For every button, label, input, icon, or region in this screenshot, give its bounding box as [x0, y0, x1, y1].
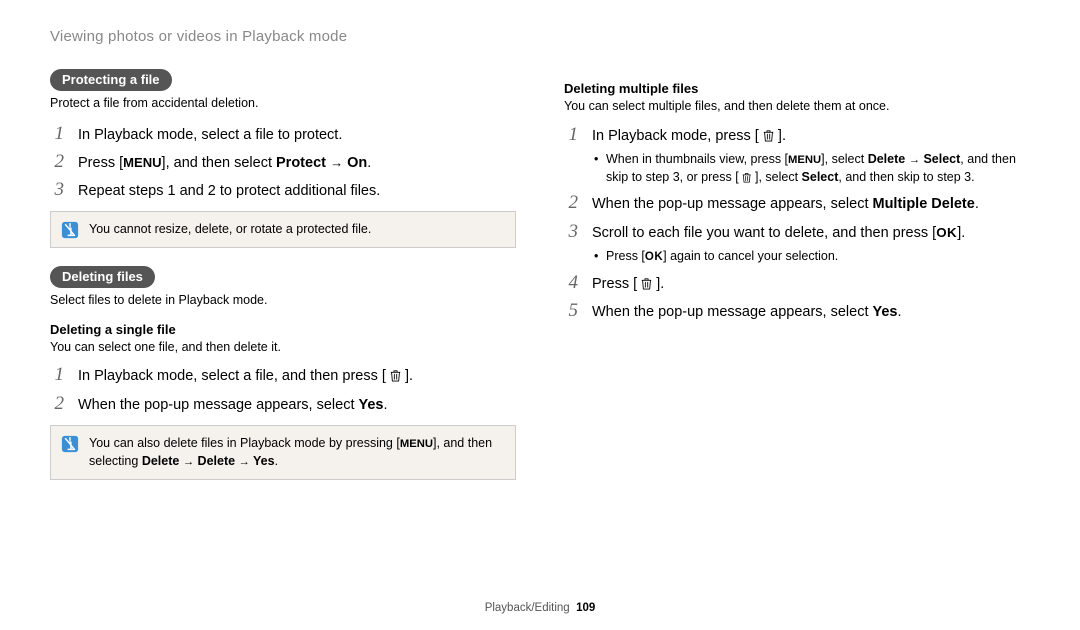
multiple-delete-steps-step: 5 When the pop-up message appears, selec… [564, 300, 1030, 322]
trash-icon [641, 277, 652, 290]
footer-page-number: 109 [576, 602, 595, 614]
step-body: Press [MENU], and then select Protect → … [78, 153, 516, 173]
note-text: You cannot resize, delete, or rotate a p… [89, 220, 505, 238]
step-number: 1 [50, 364, 64, 386]
menu-label-icon: MENU [788, 154, 821, 166]
step-body: When the pop-up message appears, select … [592, 302, 1030, 322]
multiple-delete-steps: 1 In Playback mode, press [ ].When in th… [564, 124, 1030, 323]
ok-label-icon: OK [645, 251, 663, 263]
sub-bullet: Press [OK] again to cancel your selectio… [592, 247, 1030, 266]
deleting-multiple-heading: Deleting multiple files [564, 81, 1030, 96]
step-number: 2 [50, 393, 64, 415]
single-delete-steps-step: 2 When the pop-up message appears, selec… [50, 393, 516, 415]
multiple-delete-steps-step: 2 When the pop-up message appears, selec… [564, 192, 1030, 214]
right-column: Deleting multiple files You can select mu… [564, 69, 1030, 498]
step-sub-bullets: Press [OK] again to cancel your selectio… [592, 247, 1030, 266]
step-number: 2 [50, 151, 64, 173]
note-text: You can also delete files in Playback mo… [89, 434, 505, 471]
protect-steps-step: 1 In Playback mode, select a file to pro… [50, 123, 516, 145]
footer-section: Playback/Editing [485, 602, 570, 614]
protecting-intro: Protect a file from accidental deletion. [50, 95, 516, 113]
step-body: Press [ ]. [592, 274, 1030, 294]
step-number: 4 [564, 272, 578, 294]
content-columns: Protecting a file Protect a file from acc… [50, 69, 1030, 498]
step-body: In Playback mode, select a file, and the… [78, 366, 516, 386]
step-body: In Playback mode, select a file to prote… [78, 125, 516, 145]
protect-steps-step: 2 Press [MENU], and then select Protect … [50, 151, 516, 173]
trash-icon [742, 172, 751, 183]
step-number: 1 [50, 123, 64, 145]
ok-label-icon: OK [936, 225, 957, 240]
multiple-delete-steps-step: 1 In Playback mode, press [ ].When in th… [564, 124, 1030, 187]
step-number: 3 [564, 221, 578, 243]
note-delete-alt: You can also delete files in Playback mo… [50, 425, 516, 480]
step-body: Repeat steps 1 and 2 to protect addition… [78, 181, 516, 201]
protect-steps-step: 3 Repeat steps 1 and 2 to protect additi… [50, 179, 516, 201]
page-footer: Playback/Editing 109 [0, 602, 1080, 614]
deleting-intro: Select files to delete in Playback mode. [50, 292, 516, 310]
trash-icon [390, 369, 401, 382]
trash-icon [763, 129, 774, 142]
section-pill-deleting: Deleting files [50, 266, 155, 288]
step-body: When the pop-up message appears, select … [78, 395, 516, 415]
menu-label-icon: MENU [123, 155, 161, 170]
protect-steps: 1 In Playback mode, select a file to pro… [50, 123, 516, 202]
note-protected-file: You cannot resize, delete, or rotate a p… [50, 211, 516, 248]
menu-label-icon: MENU [400, 438, 433, 450]
multiple-delete-steps-step: 4 Press [ ]. [564, 272, 1030, 294]
single-delete-steps: 1 In Playback mode, select a file, and t… [50, 364, 516, 415]
deleting-multiple-intro: You can select multiple files, and then … [564, 98, 1030, 116]
multiple-delete-steps-step: 3 Scroll to each file you want to delete… [564, 221, 1030, 266]
section-pill-protecting: Protecting a file [50, 69, 172, 91]
step-body: When the pop-up message appears, select … [592, 194, 1030, 214]
deleting-single-heading: Deleting a single file [50, 322, 516, 337]
left-column: Protecting a file Protect a file from acc… [50, 69, 516, 498]
note-info-icon [61, 221, 79, 239]
page-header: Viewing photos or videos in Playback mod… [50, 28, 1030, 45]
step-sub-bullets: When in thumbnails view, press [MENU], s… [592, 150, 1030, 186]
step-body: Scroll to each file you want to delete, … [592, 223, 1030, 266]
sub-bullet: When in thumbnails view, press [MENU], s… [592, 150, 1030, 186]
note-info-icon [61, 435, 79, 453]
step-number: 2 [564, 192, 578, 214]
single-delete-steps-step: 1 In Playback mode, select a file, and t… [50, 364, 516, 386]
step-number: 3 [50, 179, 64, 201]
deleting-single-intro: You can select one file, and then delete… [50, 339, 516, 357]
step-number: 1 [564, 124, 578, 146]
step-body: In Playback mode, press [ ].When in thum… [592, 126, 1030, 187]
step-number: 5 [564, 300, 578, 322]
